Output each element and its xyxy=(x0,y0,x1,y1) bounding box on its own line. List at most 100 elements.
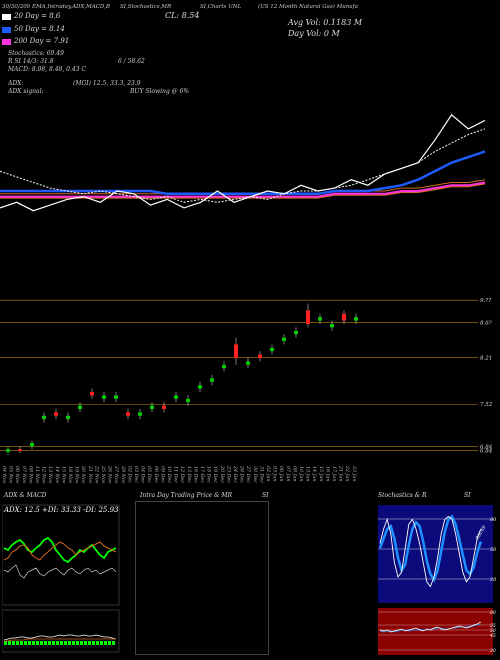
x-tick-label: 16 Dec xyxy=(192,466,198,483)
candle-body xyxy=(354,317,358,321)
y-tick-label: 8.21 xyxy=(480,355,492,361)
macd-signal-line xyxy=(4,638,116,642)
candle-body xyxy=(42,415,46,420)
x-tick-label: 22 Jan xyxy=(344,465,350,482)
x-tick-label: 20 Dec xyxy=(219,465,225,483)
macd-histogram-bar xyxy=(88,641,91,645)
macd-histogram-bar xyxy=(4,641,7,645)
header-title-3: SI,Charts UNL xyxy=(200,4,242,10)
y-tick-label: 7.52 xyxy=(480,402,493,408)
adx-signal-right: BUY Slowing @ 6% xyxy=(130,88,190,95)
candle-body xyxy=(258,354,262,358)
candle-body xyxy=(174,395,178,399)
macd-histogram-bar xyxy=(68,641,71,645)
intraday-panel-si: SI xyxy=(262,492,269,499)
adx-readout: ADX: 12.5 +DI: 33.33 -DI: 25.93 xyxy=(3,506,119,514)
x-tick-label: 30 Dec xyxy=(252,466,258,483)
candle-body xyxy=(222,364,226,369)
price-line xyxy=(0,113,486,212)
stoch-tick-label: 50 xyxy=(490,547,497,553)
x-tick-label: 27 Dec xyxy=(245,465,251,483)
stoch-panel-si: SI xyxy=(464,492,471,499)
macd-histogram-bar xyxy=(28,641,31,645)
macd-histogram-bar xyxy=(96,641,99,645)
rsi-tick-label: 50 xyxy=(490,628,496,634)
ema20-swatch xyxy=(2,14,11,20)
candle-body xyxy=(294,330,298,335)
macd-histogram-bar xyxy=(40,641,43,645)
rsi-tick-label: 45 xyxy=(489,633,496,639)
x-tick-label: 17 Jan xyxy=(331,466,337,482)
candle-body xyxy=(114,395,118,399)
x-tick-label: 17 Dec xyxy=(199,466,205,483)
rsi-line xyxy=(379,621,481,633)
candle-body xyxy=(66,415,70,420)
y-tick-label: 8.6? xyxy=(480,321,492,327)
candle-body xyxy=(270,347,274,352)
candle-body xyxy=(78,405,82,409)
x-tick-label: 16 Jan xyxy=(324,466,330,482)
candle-body xyxy=(330,324,334,328)
x-tick-label: 19 Nov xyxy=(74,466,80,484)
macd-histogram-bar xyxy=(100,641,103,645)
x-tick-label: 24 Dec xyxy=(232,465,238,483)
macd-histogram-bar xyxy=(104,641,107,645)
macd-readout: MACD: 8.98, 8.48, 0.43 C xyxy=(8,66,87,73)
x-tick-label: 22 Nov xyxy=(93,465,99,484)
ema50-legend-label: 50 Day = 8.14 xyxy=(14,25,65,33)
header-title-4: (US 12 Month Natural Gas) Munafa xyxy=(258,4,358,10)
minus-di-line xyxy=(3,541,117,561)
x-tick-label: 06 Jan xyxy=(278,466,284,482)
x-tick-label: 03 Dec xyxy=(133,466,139,483)
macd-histogram-bar xyxy=(20,641,23,645)
x-tick-label: 18 Nov xyxy=(67,466,73,484)
macd-histogram-bar xyxy=(16,641,19,645)
x-tick-label: 07 Nov xyxy=(21,466,27,484)
x-tick-label: 04 Nov xyxy=(1,466,7,484)
x-tick-label: 29 Nov xyxy=(120,465,126,484)
x-tick-label: 13 Nov xyxy=(47,466,53,484)
macd-histogram-bar xyxy=(60,641,63,645)
x-tick-label: 14 Nov xyxy=(54,466,60,484)
x-tick-label: 03 Jan xyxy=(272,466,278,482)
x-tick-label: 14 Jan xyxy=(311,466,317,482)
candle-body xyxy=(186,398,190,403)
macd-histogram-bar xyxy=(76,641,79,645)
stoch-k-line xyxy=(379,515,482,588)
stoch-d-line xyxy=(378,514,482,583)
candle-body xyxy=(282,337,286,341)
x-tick-label: 02 Jan xyxy=(265,466,271,482)
macd-histogram-bar xyxy=(92,641,95,645)
ema50-swatch xyxy=(2,27,11,33)
x-tick-label: 05 Nov xyxy=(8,466,14,484)
candle-body xyxy=(342,313,346,321)
candle-body xyxy=(234,344,238,358)
x-tick-label: 08 Nov xyxy=(27,466,33,484)
x-tick-label: 10 Dec xyxy=(166,466,172,483)
x-tick-label: 07 Jan xyxy=(285,466,291,482)
intraday-panel-title: Intra Day Trading Price & MR xyxy=(140,492,233,499)
ema50-line xyxy=(0,150,486,196)
stoch-panel-title: Stochastics & R xyxy=(378,492,427,499)
x-tick-label: 23 Jan xyxy=(351,465,357,482)
adx-readout-right: (MGI) 12.5, 33.3, 23.9 xyxy=(73,80,141,87)
y-tick-label: 6.84 xyxy=(480,444,493,450)
x-tick-label: 02 Dec xyxy=(126,466,132,483)
adx-readout-left: ADX: xyxy=(8,80,24,87)
x-tick-label: 31 Dec xyxy=(258,466,264,483)
candle-body xyxy=(102,395,106,399)
candlestick-chart: 9.?? 8.6? 8.21 7.52 6.846.84 04 Nov 05 Nov 06 N… xyxy=(0,298,493,484)
macd-histogram-bar xyxy=(112,641,115,645)
macd-histogram-bar xyxy=(108,641,111,645)
candle-body xyxy=(198,385,202,389)
candle-body xyxy=(138,412,142,416)
x-tick-label: 06 Dec xyxy=(153,466,159,483)
x-tick-label: 10 Jan xyxy=(298,466,304,482)
macd-histogram-bar xyxy=(48,641,51,645)
x-tick-label: 06 Nov xyxy=(14,466,20,484)
x-tick-label: 26 Nov xyxy=(107,465,113,484)
macd-histogram-bar xyxy=(56,641,59,645)
x-tick-label: 23 Dec xyxy=(225,465,231,483)
candle-body xyxy=(6,449,10,452)
